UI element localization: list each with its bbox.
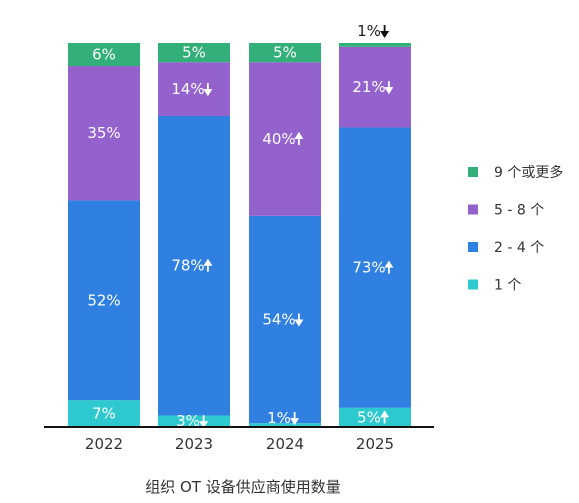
x-tick-labels-group: 2022 2023 2024 2025: [85, 435, 394, 453]
trend-down-arrow-icon: [199, 415, 209, 429]
segment-value-label: 35%: [87, 124, 120, 142]
bar-segment: [249, 215, 321, 424]
legend-label: 9 个或更多: [494, 164, 563, 181]
segment-value-label: 5%: [357, 408, 381, 426]
segment-value-label: 40%: [262, 130, 295, 148]
bar-segment: [158, 62, 230, 116]
bar-segment: [249, 423, 321, 427]
bar-segment: [68, 400, 140, 427]
bar-segment: [68, 43, 140, 67]
trend-up-arrow-icon: [294, 132, 304, 145]
trend-up-arrow-icon: [203, 258, 213, 272]
segment-value-label: 5%: [273, 44, 297, 62]
segment-value-label: 21%: [352, 78, 385, 96]
x-tick-label: 2023: [175, 435, 213, 453]
legend-label: 1 个: [494, 278, 521, 294]
x-tick-label: 2024: [266, 435, 304, 453]
trend-down-arrow-icon: [380, 25, 390, 38]
trend-down-arrow-icon: [203, 83, 213, 97]
bar-segment: [249, 62, 321, 216]
bar-segment: [68, 200, 140, 401]
bar-segment: [339, 43, 411, 47]
bar-segment: [158, 43, 230, 63]
segment-value-label: 1%: [357, 22, 381, 40]
bar-segment: [68, 66, 140, 201]
segment-value-label: 6%: [92, 46, 116, 64]
segment-value-label: 5%: [182, 44, 206, 62]
bar-segment: [339, 127, 411, 408]
segment-value-label: 1%: [267, 409, 291, 427]
segment-labels-group: 7% 52% 35% 6% 3% 78% 14% 5% 1% 54% 40% 5% 5% 73% 21% 1%: [87, 22, 394, 430]
trend-down-arrow-icon: [294, 313, 304, 327]
segment-value-label: 52%: [87, 291, 120, 309]
bar-segment: [158, 415, 230, 427]
x-tick-label: 2022: [85, 435, 123, 453]
legend-swatch: [468, 167, 478, 177]
segment-value-label: 73%: [352, 259, 385, 277]
segment-value-label: 54%: [262, 310, 295, 328]
trend-down-arrow-icon: [290, 412, 300, 426]
bar-segment: [158, 115, 230, 416]
segment-value-label: 14%: [171, 80, 204, 98]
legend-label: 2 - 4 个: [494, 240, 544, 256]
trend-down-arrow-icon: [384, 81, 394, 95]
x-tick-label: 2025: [356, 435, 394, 453]
legend: 9 个或更多 5 - 8 个 2 - 4 个 1 个: [468, 164, 563, 294]
trend-up-arrow-icon: [384, 260, 394, 274]
legend-swatch: [468, 204, 478, 215]
x-axis-caption: 组织 OT 设备供应商使用数量: [145, 478, 341, 496]
legend-swatch: [468, 279, 478, 290]
segment-value-label: 78%: [171, 257, 204, 275]
bar-segment: [339, 407, 411, 427]
legend-label: 5 - 8 个: [494, 203, 544, 219]
legend-swatch: [468, 242, 478, 252]
segment-value-label: 3%: [176, 412, 200, 430]
bar-segment: [249, 43, 321, 63]
bar-segment: [339, 46, 411, 128]
trend-up-arrow-icon: [380, 410, 390, 424]
segment-value-label: 7%: [92, 405, 116, 423]
bars-group: [68, 43, 411, 427]
